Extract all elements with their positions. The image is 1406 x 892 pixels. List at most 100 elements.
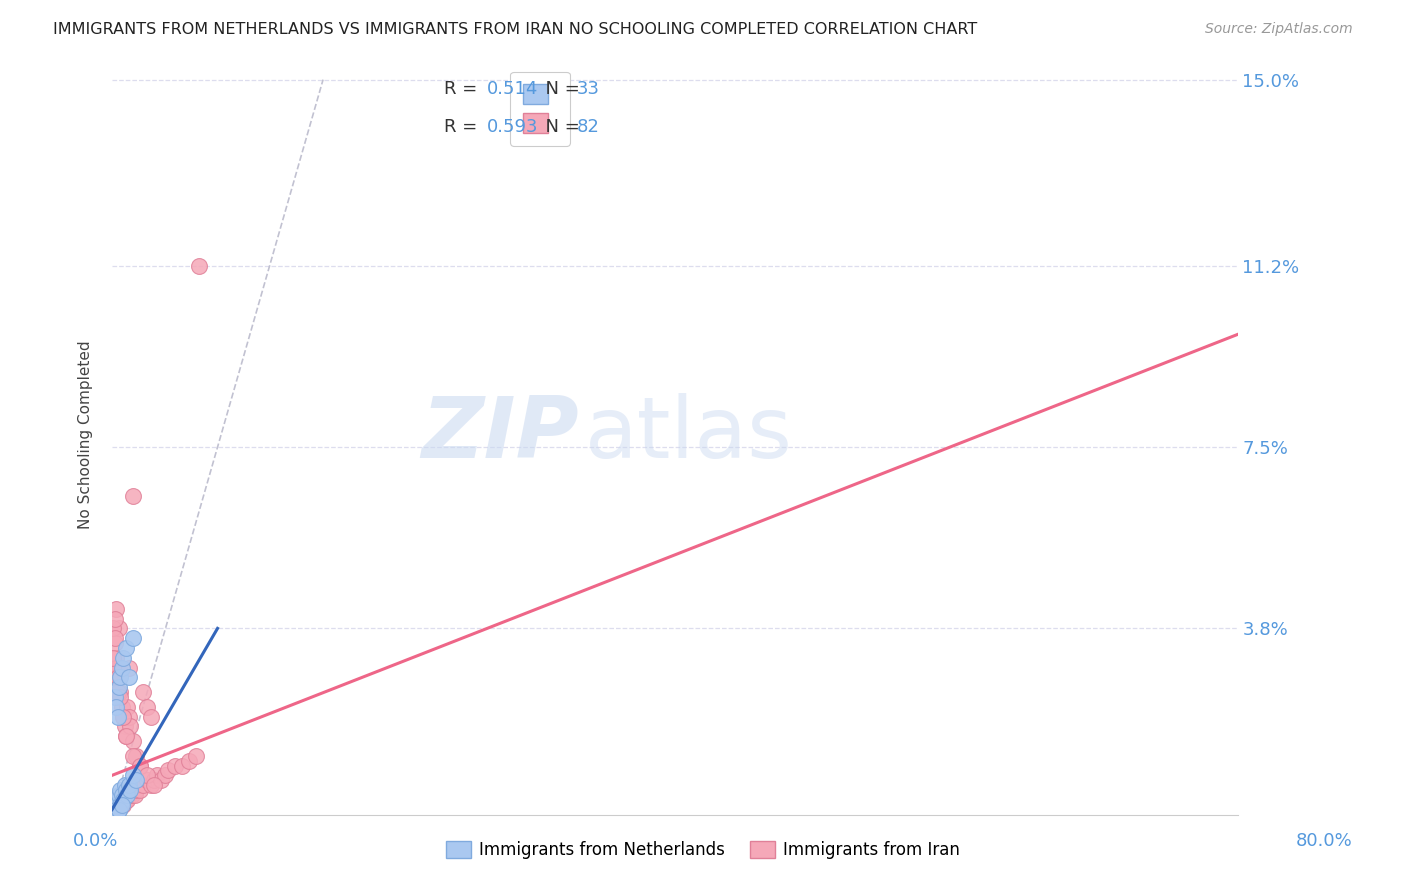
Point xyxy=(103,621,125,635)
Text: 82: 82 xyxy=(576,119,600,136)
Point xyxy=(125,773,148,788)
Point xyxy=(127,778,149,792)
Point xyxy=(105,803,128,817)
Point xyxy=(104,660,127,674)
Point xyxy=(104,611,127,625)
Point xyxy=(118,670,141,684)
Point xyxy=(117,699,139,714)
Point xyxy=(104,636,127,650)
Point xyxy=(105,601,128,615)
Point xyxy=(105,803,128,817)
Point xyxy=(165,758,187,772)
Point xyxy=(129,758,152,772)
Point xyxy=(107,670,129,684)
Point xyxy=(122,631,145,645)
Point xyxy=(112,793,135,807)
Point xyxy=(150,773,173,788)
Point xyxy=(105,650,128,665)
Point xyxy=(143,773,166,788)
Point xyxy=(172,758,194,772)
Point xyxy=(146,768,169,782)
Point xyxy=(122,783,145,797)
Text: 0.514: 0.514 xyxy=(486,80,538,98)
Point xyxy=(125,748,148,763)
Point xyxy=(108,803,131,817)
Point xyxy=(114,793,136,807)
Point xyxy=(110,690,132,704)
Point xyxy=(104,803,127,817)
Legend: , : , xyxy=(510,71,569,146)
Point xyxy=(107,670,129,684)
Point xyxy=(118,709,141,723)
Point xyxy=(114,778,136,792)
Text: 80.0%: 80.0% xyxy=(1296,831,1353,849)
Point xyxy=(107,797,129,812)
Point xyxy=(103,650,125,665)
Point xyxy=(108,680,131,694)
Point xyxy=(104,803,127,817)
Point xyxy=(111,788,134,802)
Point xyxy=(114,788,136,802)
Point xyxy=(110,797,132,812)
Point xyxy=(105,797,128,812)
Point xyxy=(111,660,134,674)
Point xyxy=(118,660,141,674)
Point xyxy=(111,788,134,802)
Point xyxy=(112,650,135,665)
Point xyxy=(179,754,201,768)
Point xyxy=(107,797,129,812)
Point xyxy=(132,685,155,699)
Point xyxy=(136,773,159,788)
Point xyxy=(136,768,159,782)
Point xyxy=(105,793,128,807)
Point xyxy=(115,729,138,743)
Point xyxy=(107,793,129,807)
Text: ZIP: ZIP xyxy=(422,393,579,476)
Point xyxy=(107,685,129,699)
Point xyxy=(129,758,152,772)
Point xyxy=(141,709,163,723)
Point xyxy=(121,788,143,802)
Point xyxy=(104,793,127,807)
Text: atlas: atlas xyxy=(585,393,793,476)
Point xyxy=(115,640,138,655)
Point xyxy=(103,797,125,812)
Point xyxy=(132,778,155,792)
Point xyxy=(141,778,163,792)
Point xyxy=(112,709,135,723)
Point xyxy=(155,768,177,782)
Text: N =: N = xyxy=(534,80,586,98)
Point xyxy=(111,797,134,812)
Text: 0.593: 0.593 xyxy=(486,119,538,136)
Text: 33: 33 xyxy=(576,80,600,98)
Point xyxy=(143,778,166,792)
Point xyxy=(104,797,127,812)
Text: R =: R = xyxy=(444,119,484,136)
Point xyxy=(107,793,129,807)
Text: Source: ZipAtlas.com: Source: ZipAtlas.com xyxy=(1205,22,1353,37)
Point xyxy=(104,631,127,645)
Point xyxy=(122,734,145,748)
Y-axis label: No Schooling Completed: No Schooling Completed xyxy=(79,341,93,529)
Point xyxy=(108,788,131,802)
Point xyxy=(108,797,131,812)
Point xyxy=(115,729,138,743)
Point xyxy=(118,778,141,792)
Point xyxy=(108,803,131,817)
Point xyxy=(120,783,142,797)
Point xyxy=(104,797,127,812)
Point xyxy=(112,797,135,812)
Point xyxy=(115,783,138,797)
Point xyxy=(111,797,134,812)
Point xyxy=(110,685,132,699)
Point xyxy=(136,699,159,714)
Point xyxy=(110,793,132,807)
Point xyxy=(188,259,211,273)
Point xyxy=(103,803,125,817)
Text: R =: R = xyxy=(444,80,484,98)
Point xyxy=(112,709,135,723)
Point xyxy=(105,797,128,812)
Point xyxy=(114,719,136,733)
Point xyxy=(108,621,131,635)
Point xyxy=(110,797,132,812)
